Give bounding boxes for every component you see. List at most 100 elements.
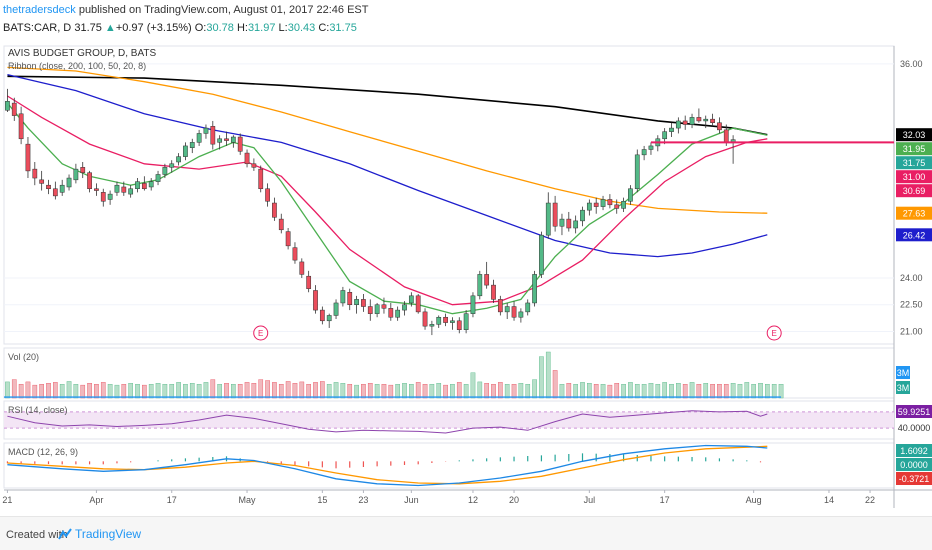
rsi-label-text: 40.0000 <box>898 423 931 433</box>
price-label-box <box>896 142 932 156</box>
candle <box>347 292 353 305</box>
volume-bar <box>751 384 756 399</box>
ma-line-50 <box>7 73 768 258</box>
earnings-marker[interactable] <box>766 325 782 341</box>
author-link[interactable]: thetradersdeck <box>3 4 76 16</box>
price-label-box <box>896 170 932 184</box>
volume-bar <box>128 383 133 399</box>
candle <box>504 306 510 313</box>
volume-bar <box>231 384 236 399</box>
volume-bar <box>292 383 298 399</box>
change-arrow: ▲ <box>104 22 116 34</box>
chart-area[interactable]: 36.00 24.00 22.50 21.00 E E AVIS BUDGET GROUP,… <box>0 38 932 516</box>
volume-bar <box>244 382 250 399</box>
ma-line-8 <box>6 102 768 315</box>
candle <box>532 274 537 304</box>
candle <box>429 324 435 327</box>
volume-bar <box>744 382 750 399</box>
candle <box>189 142 195 148</box>
volume-bar <box>251 383 257 399</box>
candle <box>162 167 168 175</box>
symbol-line: BATS:CAR, D 31.75 ▲+0.97 (+3.15%) O:30.7… <box>3 22 357 36</box>
volume-bar <box>621 384 626 399</box>
tradingview-logo-icon <box>58 528 72 540</box>
volume-bar <box>272 382 277 399</box>
candle <box>634 154 640 190</box>
x-tick-label: 12 <box>468 495 478 505</box>
candle <box>388 308 394 318</box>
price-label-text: 31.00 <box>903 172 926 182</box>
earnings-marker-label: E <box>772 329 777 338</box>
volume-bar <box>669 384 674 399</box>
volume-bar <box>320 381 325 399</box>
volume-label-box <box>896 381 910 394</box>
candle <box>155 174 161 182</box>
close-value: 31.75 <box>329 22 357 34</box>
macd-label-box <box>896 472 932 485</box>
volume-bar <box>217 384 222 399</box>
price-label-text: 31.75 <box>903 158 926 168</box>
volume-bar <box>443 384 448 399</box>
candle <box>518 311 524 318</box>
candle <box>525 302 531 313</box>
volume-bar <box>395 384 400 399</box>
candle <box>210 126 216 145</box>
candle <box>600 199 606 207</box>
volume-bar <box>484 383 489 399</box>
price-label-text: 31.95 <box>903 144 926 154</box>
x-tick-label: 20 <box>509 495 519 505</box>
candle <box>203 127 209 134</box>
volume-bar <box>306 384 311 399</box>
macd-label-text: 0.0000 <box>900 460 928 470</box>
macd-line <box>7 444 768 487</box>
candle <box>682 120 688 125</box>
volume-bar <box>224 383 229 399</box>
candle <box>689 117 695 125</box>
x-tick-label: 21 <box>2 495 12 505</box>
volume-bar <box>765 384 770 399</box>
price-label-text: 27.63 <box>903 209 926 219</box>
candle <box>374 304 380 314</box>
volume-bar <box>532 379 537 399</box>
ma-line-20 <box>7 95 768 306</box>
volume-bar <box>518 383 524 399</box>
candle <box>299 261 305 275</box>
volume-bar <box>600 384 606 399</box>
low-label: L: <box>278 22 288 34</box>
volume-bar <box>32 384 38 399</box>
volume-bar <box>566 383 572 399</box>
candle <box>244 152 250 165</box>
volume-bar <box>662 382 667 399</box>
candle <box>73 168 79 181</box>
price-label: 31.00 <box>896 170 932 184</box>
publish-header: thetradersdeck published on TradingView.… <box>3 4 369 18</box>
price-label: 31.75 <box>896 156 932 170</box>
volume-bar <box>148 384 154 399</box>
volume-bar <box>682 384 688 399</box>
volume-bar <box>778 384 784 399</box>
rsi-band <box>4 411 894 429</box>
close-label: C: <box>318 22 330 34</box>
volume-bar <box>73 384 79 399</box>
candle <box>559 218 565 227</box>
rsi-line <box>7 410 768 434</box>
tradingview-logo[interactable]: TradingView <box>58 527 141 541</box>
volume-bar <box>53 382 58 399</box>
volume-bar <box>504 384 510 399</box>
earnings-marker[interactable] <box>253 325 269 341</box>
candle <box>251 163 257 168</box>
volume-bar <box>333 382 339 399</box>
price-label-text: 26.42 <box>903 230 926 240</box>
volume-bar <box>135 384 140 399</box>
x-tick-label: Jul <box>584 495 596 505</box>
open-label: O: <box>194 22 207 34</box>
volume-bar <box>402 383 407 399</box>
volume-bar <box>593 384 599 399</box>
volume-bar <box>59 384 65 399</box>
volume-bar <box>196 384 202 399</box>
volume-bar <box>340 383 346 399</box>
y-tick-label: 21.00 <box>900 327 923 337</box>
candle <box>39 179 45 184</box>
candle <box>415 295 421 313</box>
volume-bar <box>18 384 24 399</box>
